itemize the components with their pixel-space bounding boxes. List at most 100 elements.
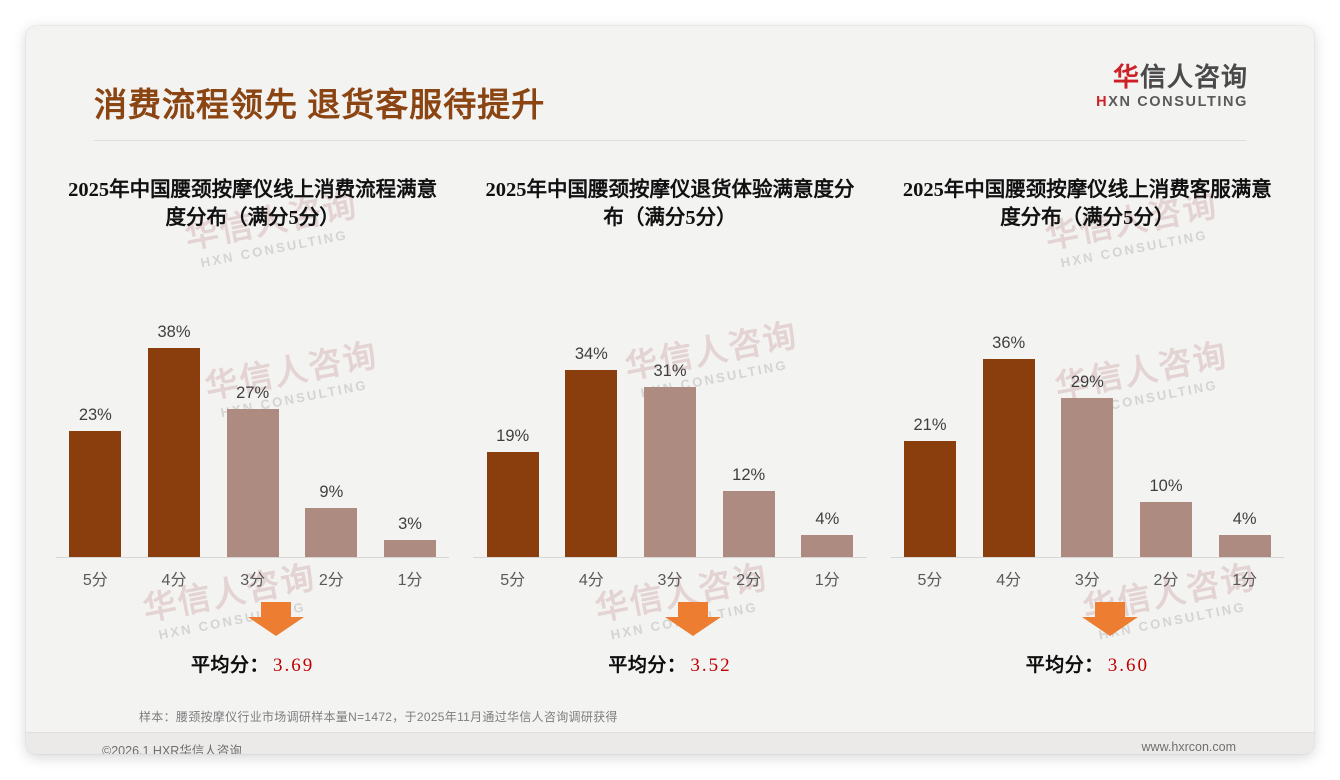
bar-rect — [384, 540, 437, 557]
bar-rect — [226, 409, 279, 557]
x-tick-label: 5分 — [82, 572, 108, 589]
bar-group-3: 21% 36% 29% 10% — [891, 298, 1284, 557]
slide-footer — [26, 733, 1314, 754]
bar-value-label: 3% — [398, 515, 422, 533]
x-tick-label: 3分 — [657, 572, 683, 589]
x-tick-label: 5分 — [500, 572, 526, 589]
x-tick-label: 2分 — [1153, 572, 1179, 589]
bar-slot[interactable]: 19% — [473, 298, 552, 557]
down-arrow-icon — [1082, 602, 1139, 636]
x-axis-line — [890, 557, 1284, 558]
bar-rect — [722, 491, 775, 557]
average-value: 3.52 — [690, 655, 732, 676]
chart-plot-2: 19% 34% 31% 12% — [461, 298, 878, 589]
slide-canvas: 华信人咨询 HXN CONSULTING 华信人咨询 HXN CONSULTIN… — [26, 26, 1314, 754]
bar-rect — [486, 452, 539, 557]
bar-value-label: 4% — [815, 510, 840, 528]
x-tick-label: 3分 — [240, 572, 266, 589]
bar-value-label: 10% — [1149, 477, 1183, 495]
bar-rect — [1140, 502, 1192, 557]
x-tick-label: 2分 — [736, 572, 762, 589]
bar-rect — [903, 441, 956, 557]
chart-plot-3: 21% 36% 29% 10% — [879, 298, 1296, 589]
title-divider — [94, 140, 1246, 141]
bar-slot[interactable]: 12% — [709, 298, 788, 557]
x-tick-label: 3分 — [1074, 572, 1100, 589]
x-tick-label: 1分 — [1232, 572, 1258, 589]
down-arrow-icon — [247, 602, 304, 636]
bar-value-label: 12% — [732, 466, 766, 484]
bar-value-label: 36% — [992, 334, 1026, 352]
arrow-container — [461, 602, 878, 648]
average-value: 3.60 — [1107, 655, 1149, 676]
chart-title-3: 2025年中国腰颈按摩仪线上消费客服满意度分布（满分5分） — [902, 179, 1272, 230]
average-label: 平均分： — [1025, 655, 1104, 676]
logo-en-accent: H — [1096, 94, 1109, 111]
bar-slot[interactable]: 31% — [631, 298, 710, 557]
bar-slot[interactable]: 27% — [213, 298, 292, 557]
chart-panel-3: 2025年中国腰颈按摩仪线上消费客服满意度分布（满分5分） 21% 36% 29… — [879, 176, 1296, 677]
average-value: 3.69 — [273, 655, 315, 676]
bar-rect — [801, 535, 854, 557]
logo-en-rest: XN CONSULTING — [1108, 94, 1248, 111]
bar-value-label: 31% — [653, 362, 687, 380]
bar-value-label: 38% — [157, 323, 191, 341]
bar-group-1: 23% 38% 27% 9% — [56, 298, 449, 557]
bar-slot[interactable]: 21% — [891, 298, 970, 557]
bar-rect — [1061, 398, 1114, 557]
bar-value-label: 19% — [496, 427, 530, 445]
bar-slot[interactable]: 4% — [1205, 298, 1284, 557]
bar-value-label: 29% — [1070, 373, 1104, 391]
page-title: 消费流程领先 退货客服待提升 — [94, 88, 546, 124]
bar-group-2: 19% 34% 31% 12% — [473, 298, 866, 557]
average-label: 平均分： — [191, 655, 270, 676]
x-tick-label: 1分 — [814, 572, 840, 589]
x-axis-categories: 5分 4分 3分 2分 1分 — [891, 566, 1284, 590]
average-score-1: 平均分： 3.69 — [44, 650, 461, 677]
bar-value-label: 34% — [574, 345, 608, 363]
bar-slot[interactable]: 9% — [292, 298, 371, 557]
bar-rect — [1218, 535, 1271, 557]
arrow-container — [879, 602, 1296, 648]
chart-title-2: 2025年中国腰颈按摩仪退货体验满意度分布（满分5分） — [485, 179, 855, 230]
bar-slot[interactable]: 3% — [371, 298, 450, 557]
x-axis-categories: 5分 4分 3分 2分 1分 — [473, 566, 866, 590]
footer-website[interactable]: www.hxrcon.com — [1141, 740, 1236, 754]
bar-rect — [148, 348, 200, 557]
average-label: 平均分： — [608, 655, 687, 676]
bar-slot[interactable]: 36% — [969, 298, 1048, 557]
bar-value-label: 9% — [319, 483, 344, 501]
bar-rect — [69, 431, 122, 557]
sample-footnote: 样本：腰颈按摩仪行业市场调研样本量N=1472，于2025年11月通过华信人咨询… — [139, 710, 618, 724]
x-tick-label: 4分 — [161, 572, 187, 589]
chart-plot-1: 23% 38% 27% 9% — [44, 298, 461, 589]
x-axis-categories: 5分 4分 3分 2分 1分 — [56, 566, 449, 590]
bar-slot[interactable]: 10% — [1127, 298, 1206, 557]
charts-row: 2025年中国腰颈按摩仪线上消费流程满意度分布（满分5分） 23% 38% 27… — [44, 176, 1296, 677]
bar-rect — [565, 370, 618, 557]
logo-chinese-name: 华信人咨询 — [1096, 64, 1248, 91]
logo-cn-rest: 信人咨询 — [1139, 63, 1248, 92]
x-axis-line — [473, 557, 867, 558]
bar-value-label: 4% — [1232, 510, 1257, 528]
average-score-3: 平均分： 3.60 — [879, 650, 1296, 677]
chart-title-1: 2025年中国腰颈按摩仪线上消费流程满意度分布（满分5分） — [68, 179, 438, 230]
down-arrow-icon — [664, 602, 721, 636]
bar-slot[interactable]: 23% — [56, 298, 135, 557]
x-tick-label: 5分 — [917, 572, 943, 589]
bar-slot[interactable]: 29% — [1048, 298, 1127, 557]
company-logo: 华信人咨询 HXN CONSULTING — [1096, 64, 1248, 110]
footer-copyright: ©2026.1 HXR华信人咨询 — [102, 744, 242, 754]
bar-slot[interactable]: 38% — [135, 298, 214, 557]
bar-rect — [982, 359, 1035, 557]
footer-divider — [26, 732, 1314, 733]
bar-rect — [305, 508, 358, 557]
bar-slot[interactable]: 4% — [788, 298, 867, 557]
chart-panel-1: 2025年中国腰颈按摩仪线上消费流程满意度分布（满分5分） 23% 38% 27… — [44, 176, 461, 677]
x-axis-line — [56, 557, 450, 558]
bar-rect — [644, 387, 696, 557]
bar-value-label: 23% — [78, 406, 112, 424]
bar-slot[interactable]: 34% — [552, 298, 631, 557]
x-tick-label: 4分 — [578, 572, 604, 589]
x-tick-label: 2分 — [318, 572, 344, 589]
